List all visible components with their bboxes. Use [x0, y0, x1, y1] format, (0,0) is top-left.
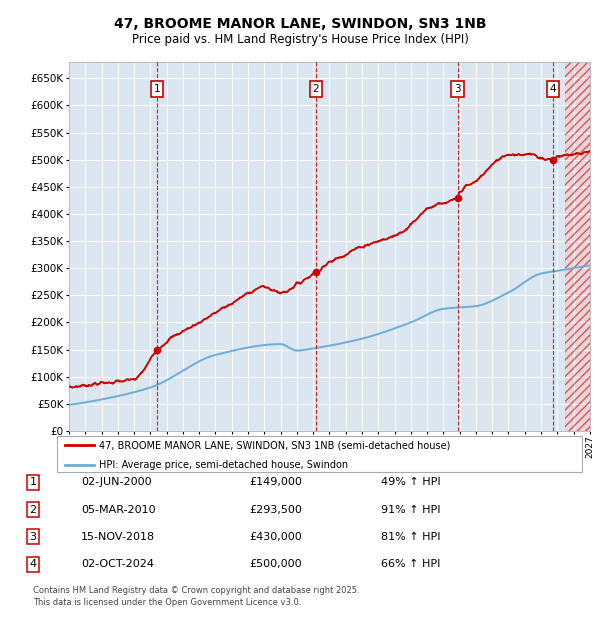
Text: 1: 1: [29, 477, 37, 487]
Text: 81% ↑ HPI: 81% ↑ HPI: [381, 532, 440, 542]
Text: 66% ↑ HPI: 66% ↑ HPI: [381, 559, 440, 569]
Text: Price paid vs. HM Land Registry's House Price Index (HPI): Price paid vs. HM Land Registry's House …: [131, 33, 469, 46]
Text: 47, BROOME MANOR LANE, SWINDON, SN3 1NB: 47, BROOME MANOR LANE, SWINDON, SN3 1NB: [114, 17, 486, 30]
Text: 4: 4: [550, 84, 556, 94]
Text: 91% ↑ HPI: 91% ↑ HPI: [381, 505, 440, 515]
Text: 2: 2: [313, 84, 319, 94]
Text: 05-MAR-2010: 05-MAR-2010: [81, 505, 155, 515]
Text: 02-JUN-2000: 02-JUN-2000: [81, 477, 152, 487]
Text: 47, BROOME MANOR LANE, SWINDON, SN3 1NB (semi-detached house): 47, BROOME MANOR LANE, SWINDON, SN3 1NB …: [99, 440, 451, 451]
Text: 3: 3: [29, 532, 37, 542]
Text: £500,000: £500,000: [249, 559, 302, 569]
Text: £149,000: £149,000: [249, 477, 302, 487]
Text: 02-OCT-2024: 02-OCT-2024: [81, 559, 154, 569]
Text: 1: 1: [154, 84, 161, 94]
Text: 2: 2: [29, 505, 37, 515]
Text: 15-NOV-2018: 15-NOV-2018: [81, 532, 155, 542]
Text: HPI: Average price, semi-detached house, Swindon: HPI: Average price, semi-detached house,…: [99, 459, 348, 469]
Text: 3: 3: [454, 84, 461, 94]
Text: £430,000: £430,000: [249, 532, 302, 542]
Text: 4: 4: [29, 559, 37, 569]
Text: Contains HM Land Registry data © Crown copyright and database right 2025.
This d: Contains HM Land Registry data © Crown c…: [33, 586, 359, 607]
Text: 49% ↑ HPI: 49% ↑ HPI: [381, 477, 440, 487]
Text: £293,500: £293,500: [249, 505, 302, 515]
